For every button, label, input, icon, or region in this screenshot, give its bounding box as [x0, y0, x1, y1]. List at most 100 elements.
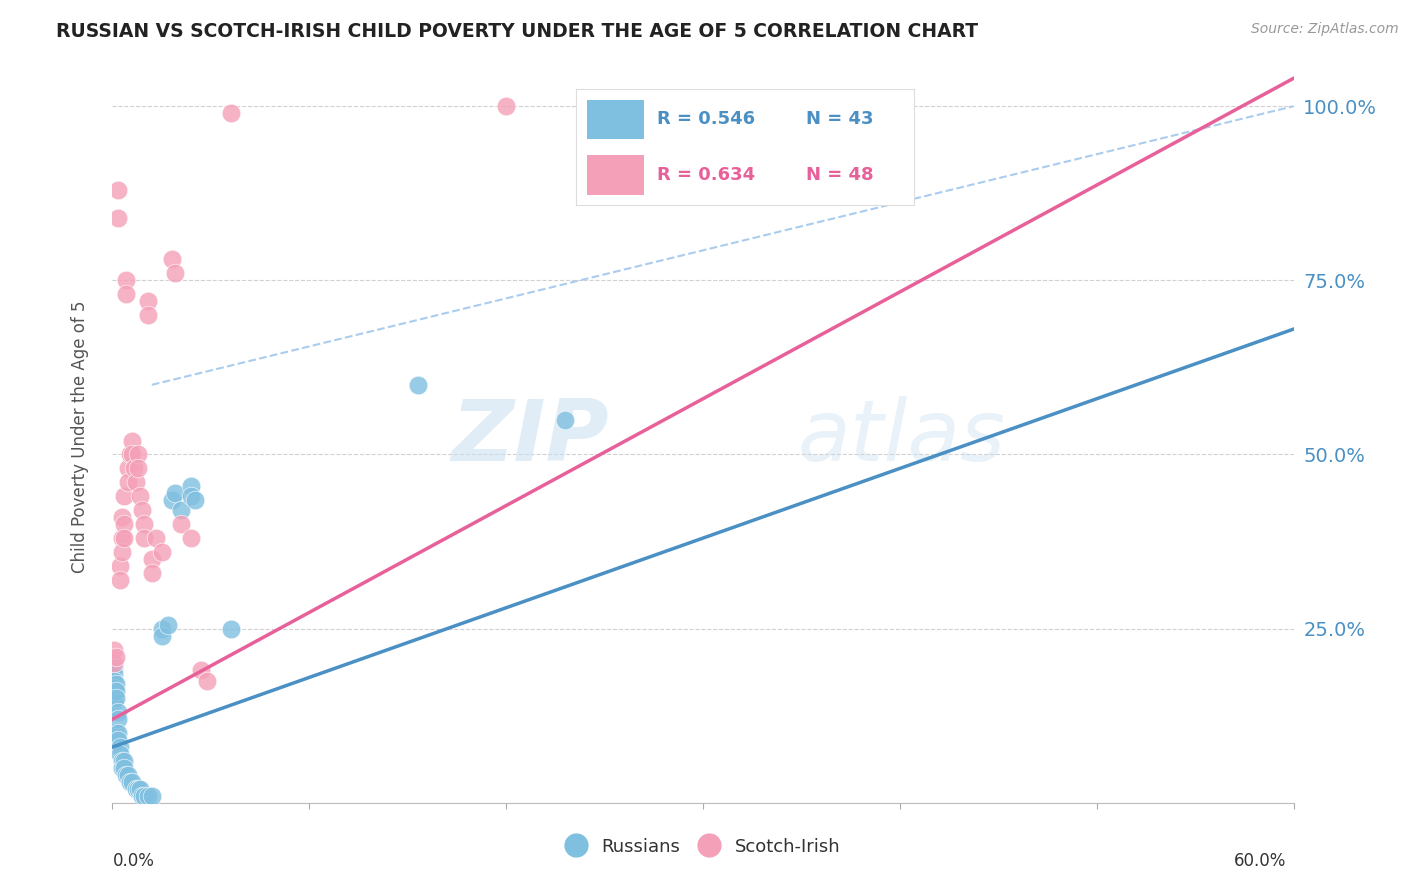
Point	[127, 448, 149, 462]
Text: ZIP: ZIP	[451, 395, 609, 479]
Point	[170, 517, 193, 532]
Point	[115, 287, 138, 301]
Point	[165, 266, 187, 280]
Point	[132, 517, 155, 532]
Point	[150, 545, 173, 559]
Point	[103, 660, 125, 674]
Point	[117, 475, 139, 490]
Text: Source: ZipAtlas.com: Source: ZipAtlas.com	[1251, 22, 1399, 37]
Point	[110, 573, 132, 587]
Point	[105, 649, 128, 664]
Point	[180, 479, 202, 493]
Point	[129, 489, 152, 503]
Point	[111, 531, 134, 545]
Point	[129, 781, 152, 796]
Point	[406, 377, 429, 392]
Point	[136, 308, 159, 322]
Point	[131, 503, 153, 517]
Point	[103, 642, 125, 657]
Point	[136, 789, 159, 803]
Point	[112, 754, 135, 768]
Point	[115, 768, 138, 782]
Point	[110, 747, 132, 761]
Point	[170, 503, 193, 517]
Point	[195, 673, 218, 688]
Point	[184, 492, 207, 507]
Point	[190, 664, 212, 678]
Point	[120, 775, 142, 789]
Point	[141, 552, 163, 566]
Point	[889, 106, 911, 120]
Point	[115, 273, 138, 287]
Point	[830, 99, 852, 113]
Point	[105, 691, 128, 706]
Point	[125, 475, 148, 490]
Point	[107, 712, 129, 726]
Text: 0.0%: 0.0%	[112, 852, 155, 870]
Point	[121, 775, 143, 789]
Text: R = 0.546: R = 0.546	[658, 111, 755, 128]
Point	[103, 695, 125, 709]
Point	[136, 294, 159, 309]
Point	[879, 110, 901, 124]
Point	[150, 622, 173, 636]
Point	[132, 531, 155, 545]
Point	[859, 106, 882, 120]
Point	[120, 448, 142, 462]
Point	[125, 781, 148, 796]
Point	[105, 726, 128, 740]
Point	[107, 705, 129, 719]
Point	[495, 99, 517, 113]
Point	[132, 789, 155, 803]
Text: 60.0%: 60.0%	[1234, 852, 1286, 870]
Point	[219, 622, 242, 636]
Point	[869, 106, 891, 120]
Point	[165, 485, 187, 500]
Text: RUSSIAN VS SCOTCH-IRISH CHILD POVERTY UNDER THE AGE OF 5 CORRELATION CHART: RUSSIAN VS SCOTCH-IRISH CHILD POVERTY UN…	[56, 22, 979, 41]
Point	[105, 677, 128, 691]
Point	[117, 768, 139, 782]
Point	[554, 412, 576, 426]
Point	[884, 106, 907, 120]
Point	[150, 629, 173, 643]
Point	[112, 761, 135, 775]
Point	[141, 566, 163, 580]
Text: R = 0.634: R = 0.634	[658, 166, 755, 184]
FancyBboxPatch shape	[586, 155, 644, 194]
Point	[112, 489, 135, 503]
Point	[160, 252, 183, 267]
Point	[180, 531, 202, 545]
Point	[121, 448, 143, 462]
Point	[110, 740, 132, 755]
Point	[112, 531, 135, 545]
Point	[103, 667, 125, 681]
Point	[107, 183, 129, 197]
Point	[103, 681, 125, 695]
Text: N = 48: N = 48	[806, 166, 873, 184]
Point	[117, 461, 139, 475]
Point	[160, 492, 183, 507]
Point	[145, 531, 167, 545]
Point	[127, 461, 149, 475]
Point	[112, 517, 135, 532]
Point	[111, 754, 134, 768]
Legend: Russians, Scotch-Irish: Russians, Scotch-Irish	[558, 830, 848, 863]
Point	[180, 489, 202, 503]
Point	[107, 733, 129, 747]
Point	[111, 510, 134, 524]
Point	[122, 461, 145, 475]
Point	[103, 673, 125, 688]
Point	[105, 684, 128, 698]
Point	[111, 545, 134, 559]
Point	[107, 211, 129, 225]
Point	[110, 558, 132, 573]
Point	[141, 789, 163, 803]
Point	[219, 106, 242, 120]
Y-axis label: Child Poverty Under the Age of 5: Child Poverty Under the Age of 5	[70, 301, 89, 574]
Text: atlas: atlas	[797, 395, 1005, 479]
Point	[107, 726, 129, 740]
Point	[156, 618, 179, 632]
Point	[131, 789, 153, 803]
Text: N = 43: N = 43	[806, 111, 873, 128]
Point	[121, 434, 143, 448]
